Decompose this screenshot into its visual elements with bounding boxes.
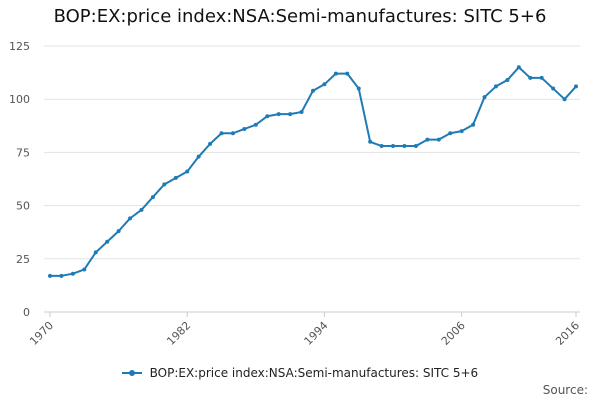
data-point[interactable]	[70, 271, 75, 276]
data-point[interactable]	[93, 250, 98, 255]
data-point[interactable]	[391, 144, 396, 149]
data-point[interactable]	[48, 273, 52, 278]
data-point[interactable]	[551, 86, 556, 91]
data-point[interactable]	[253, 122, 258, 127]
data-point[interactable]	[276, 112, 281, 117]
data-point[interactable]	[105, 239, 110, 244]
data-point[interactable]	[379, 144, 384, 149]
data-point[interactable]	[59, 273, 64, 278]
data-point[interactable]	[425, 137, 430, 142]
data-point[interactable]	[482, 95, 487, 100]
data-point[interactable]	[516, 65, 521, 70]
data-point[interactable]	[574, 84, 578, 89]
data-point[interactable]	[402, 144, 407, 149]
data-point[interactable]	[265, 114, 270, 119]
x-tick-label: 1970	[27, 319, 56, 348]
data-point[interactable]	[528, 75, 533, 80]
data-point[interactable]	[471, 122, 476, 127]
y-tick-label: 125	[9, 40, 30, 53]
data-point[interactable]	[230, 131, 235, 136]
y-tick-label: 25	[16, 253, 30, 266]
data-point[interactable]	[368, 139, 373, 144]
data-point[interactable]	[562, 97, 567, 102]
legend[interactable]: BOP:EX:price index:NSA:Semi-manufactures…	[0, 366, 600, 380]
data-point[interactable]	[299, 109, 304, 114]
y-tick-label: 50	[16, 200, 30, 213]
y-tick-label: 100	[9, 93, 30, 106]
data-point[interactable]	[150, 195, 155, 200]
data-point[interactable]	[116, 229, 121, 234]
data-point[interactable]	[288, 112, 293, 117]
data-point[interactable]	[162, 182, 167, 187]
data-point[interactable]	[448, 131, 453, 136]
series	[48, 65, 578, 278]
source-note: Source:	[542, 383, 588, 397]
data-point[interactable]	[505, 78, 510, 83]
data-point[interactable]	[139, 207, 144, 212]
x-tick-label: 2006	[439, 319, 468, 348]
x-tick-label: 2016	[553, 319, 582, 348]
legend-swatch	[121, 369, 142, 376]
data-point[interactable]	[208, 141, 213, 146]
chart-title: BOP:EX:price index:NSA:Semi-manufactures…	[53, 6, 547, 27]
data-point[interactable]	[173, 175, 178, 180]
data-point[interactable]	[82, 267, 87, 272]
data-point[interactable]	[413, 144, 418, 149]
y-tick-label: 75	[16, 146, 30, 159]
grid-lines	[44, 45, 580, 260]
data-point[interactable]	[242, 126, 247, 131]
data-point[interactable]	[128, 216, 133, 221]
data-point[interactable]	[219, 131, 224, 136]
x-tick-label: 1994	[302, 319, 331, 348]
data-point[interactable]	[493, 84, 498, 89]
data-point[interactable]	[311, 88, 315, 93]
data-point[interactable]	[436, 137, 441, 142]
y-tick-label: 0	[23, 306, 30, 319]
x-tick-label: 1982	[164, 319, 193, 348]
legend-label: BOP:EX:price index:NSA:Semi-manufactures…	[149, 366, 479, 380]
data-point[interactable]	[539, 75, 544, 80]
y-axis-ticks: 0 25 50 75 100 125	[9, 40, 30, 319]
data-point[interactable]	[333, 71, 338, 76]
data-point[interactable]	[345, 71, 350, 76]
data-point[interactable]	[196, 154, 201, 159]
series-line	[50, 66, 577, 277]
data-point[interactable]	[185, 169, 190, 174]
x-axis-ticks: 1970 1982 1994 2006 2016	[27, 312, 582, 348]
data-point[interactable]	[459, 129, 464, 134]
data-point[interactable]	[322, 82, 327, 87]
data-point[interactable]	[356, 86, 361, 91]
